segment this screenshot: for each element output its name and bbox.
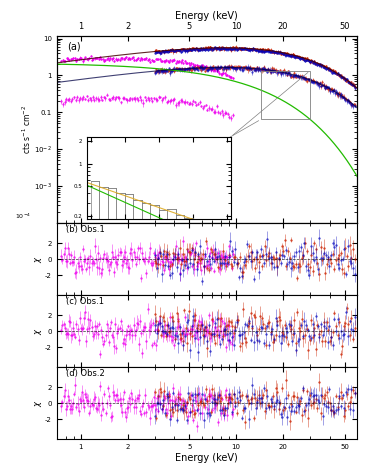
Y-axis label: $\chi$: $\chi$: [33, 399, 44, 407]
Text: (c) Obs.1: (c) Obs.1: [66, 297, 104, 306]
Y-axis label: cts s$^{-1}$ cm$^{-2}$: cts s$^{-1}$ cm$^{-2}$: [20, 104, 33, 154]
X-axis label: Energy (keV): Energy (keV): [175, 11, 238, 21]
Bar: [261, 71, 310, 119]
Text: (b) Obs.1: (b) Obs.1: [66, 225, 104, 234]
Text: (a): (a): [67, 41, 81, 51]
Text: (d) Obs.2: (d) Obs.2: [66, 370, 104, 379]
X-axis label: Energy (keV): Energy (keV): [175, 453, 238, 463]
Y-axis label: $\chi$: $\chi$: [33, 327, 44, 335]
Text: $10^{-4}$: $10^{-4}$: [15, 212, 31, 221]
Y-axis label: $\chi$: $\chi$: [33, 256, 44, 263]
